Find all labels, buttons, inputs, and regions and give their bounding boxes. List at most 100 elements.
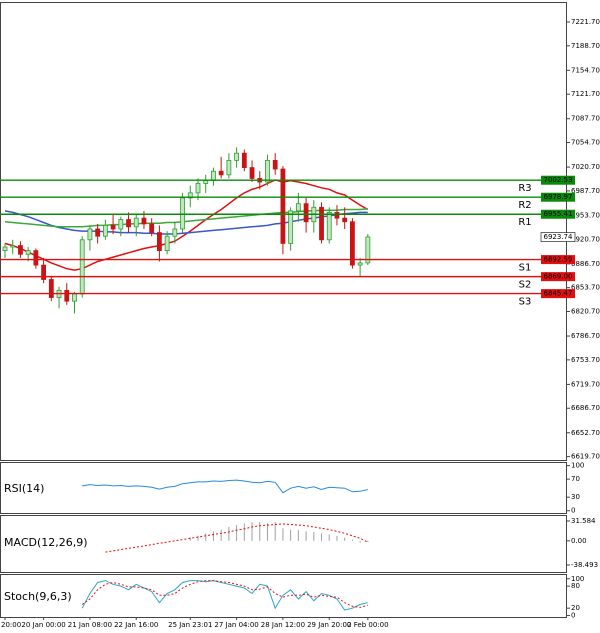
y-tick-label: 6920.70 xyxy=(571,235,600,243)
y-tick-label: 6719.70 xyxy=(571,380,600,388)
rsi-frame xyxy=(0,462,567,514)
candle-body xyxy=(349,221,355,266)
x-tick-label: 21 Jan 08:00 xyxy=(68,621,112,629)
last-price-tag xyxy=(540,232,576,242)
y-tick-label: 7054.70 xyxy=(571,139,600,147)
y-tick-label: 6652.70 xyxy=(571,429,600,437)
y-tick-label: 7221.70 xyxy=(571,18,600,26)
indicator-line xyxy=(82,479,368,494)
candle-body xyxy=(141,217,147,225)
candle-body xyxy=(218,170,224,176)
candle-body xyxy=(126,219,131,228)
main-frame xyxy=(0,2,567,461)
panel-title: RSI(14) xyxy=(4,482,44,495)
y-tick-label: 7154.70 xyxy=(571,66,600,74)
macd-signal xyxy=(105,523,369,553)
y-tick-label: 80 xyxy=(571,582,580,590)
price-tag-label: 6869.00 xyxy=(544,273,573,281)
stoch-frame xyxy=(0,574,567,618)
candle-body xyxy=(79,239,85,295)
price-tag-label: 6892.59 xyxy=(544,256,573,264)
y-tick-label: 6753.70 xyxy=(571,356,600,364)
candle-body xyxy=(72,293,77,302)
y-tick-label: -38.493 xyxy=(571,561,598,569)
candle-body xyxy=(195,183,201,194)
y-tick-label: 70 xyxy=(571,475,580,483)
price-tag-label: 6955.41 xyxy=(544,210,573,218)
candle-body xyxy=(25,250,31,255)
candle-body xyxy=(48,279,54,298)
indicator-line xyxy=(81,580,368,611)
y-tick-label: 30 xyxy=(571,493,580,501)
candle-body xyxy=(156,232,162,252)
panel-title: Stoch(9,6,3) xyxy=(4,590,72,603)
x-tick-label: 28 Jan 12:00 xyxy=(261,621,305,629)
y-tick-label: 6953.70 xyxy=(571,211,600,219)
candle-body xyxy=(280,168,286,244)
candle-body xyxy=(41,264,46,280)
price-tag xyxy=(541,175,575,185)
level-name: S2 xyxy=(519,280,532,291)
candle-body xyxy=(211,170,216,182)
candle-body xyxy=(187,192,193,199)
y-tick-label: 0 xyxy=(571,612,575,620)
price-tag-label: 7002.53 xyxy=(544,176,573,184)
level-name: S1 xyxy=(519,263,532,274)
y-tick-label: 20 xyxy=(571,604,580,612)
x-tick-label: 25 Jan 23:01 xyxy=(168,621,212,629)
level-name: R2 xyxy=(518,200,531,211)
candle-body xyxy=(288,210,294,244)
candle-body xyxy=(10,245,16,248)
candle-body xyxy=(334,211,340,219)
level-name: S3 xyxy=(519,297,532,308)
y-tick-label: 7121.70 xyxy=(571,90,600,98)
y-tick-label: 6686.70 xyxy=(571,404,600,412)
candle-body xyxy=(95,228,101,237)
y-tick-label: 7087.70 xyxy=(571,115,600,123)
level-name: R3 xyxy=(518,183,531,194)
y-tick-label: 0 xyxy=(571,507,575,515)
indicator-line xyxy=(81,580,368,608)
price-tag xyxy=(541,272,575,282)
y-tick-label: 7188.70 xyxy=(571,42,600,50)
y-tick-label: 7020.70 xyxy=(571,163,600,171)
price-tag-label: 6978.97 xyxy=(544,193,573,201)
candle-body xyxy=(357,262,363,266)
candle-body xyxy=(102,224,108,237)
candle-body xyxy=(295,203,301,212)
candle-body xyxy=(203,180,209,184)
price-tag xyxy=(541,289,575,299)
price-tag-label: 6845.47 xyxy=(544,290,573,298)
candle-body xyxy=(110,224,116,230)
y-tick-label: 6987.70 xyxy=(571,187,600,195)
price-tag xyxy=(541,209,575,219)
x-tick-label: 27 Jan 04:00 xyxy=(214,621,258,629)
macd-frame xyxy=(0,515,567,573)
y-tick-label: 0.00 xyxy=(571,537,587,545)
y-tick-label: 6820.70 xyxy=(571,307,600,315)
x-tick-label: 29 Jan 20:00 xyxy=(307,621,351,629)
candle-body xyxy=(33,250,39,266)
candle-body xyxy=(326,211,332,241)
candle-body xyxy=(118,219,124,230)
candle-body xyxy=(319,206,324,241)
level-name: R1 xyxy=(518,217,531,228)
price-tag xyxy=(541,255,575,265)
candle-body xyxy=(133,217,139,228)
x-tick-label: 2 Feb 00:00 xyxy=(347,621,388,629)
candle-body xyxy=(241,152,247,169)
candle-body xyxy=(164,235,170,252)
candle-body xyxy=(342,217,348,223)
y-tick-label: 100 xyxy=(571,575,584,583)
x-tick-label: 22 Jan 16:00 xyxy=(114,621,158,629)
y-tick-label: 6853.70 xyxy=(571,284,600,292)
candle-body xyxy=(2,246,8,252)
candle-body xyxy=(265,159,270,183)
candle-body xyxy=(180,197,185,230)
y-tick-label: 6886.70 xyxy=(571,260,600,268)
last-price-label: 6923.74 xyxy=(544,233,573,241)
candle-body xyxy=(365,236,371,264)
candle-body xyxy=(18,245,23,255)
